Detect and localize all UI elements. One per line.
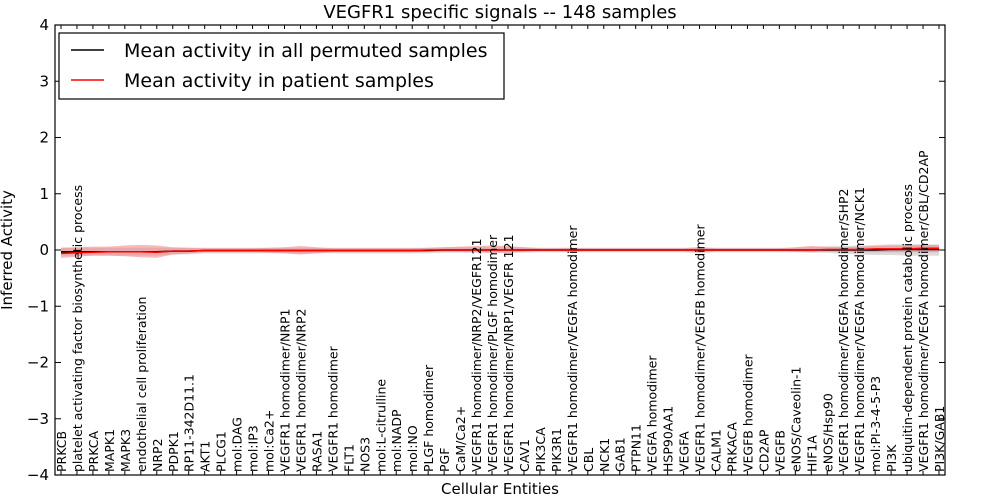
category-label: PRKACA [724, 422, 739, 472]
category-label: VEGFB [772, 430, 787, 472]
y-tick-label: −2 [27, 354, 49, 372]
category-label: PGF [437, 448, 452, 472]
category-label: VEGFR1 homodimer/VEGFB homodimer [693, 224, 708, 472]
category-label: endothelial cell proliferation [134, 297, 149, 472]
patient-mean-line [60, 247, 939, 255]
category-label: AKT1 [198, 441, 213, 472]
category-label: GAB1 [613, 437, 628, 472]
y-tick-label: 0 [39, 241, 49, 259]
category-label: VEGFR1 homodimer/PLGF homodimer [485, 234, 500, 472]
y-axis-label: Inferred Activity [0, 190, 16, 310]
plot-area [60, 244, 939, 258]
y-tick-label: −3 [27, 410, 49, 428]
category-label: PDPK1 [166, 431, 181, 472]
plot-frame [54, 24, 946, 476]
category-label: VEGFB homodimer [740, 353, 755, 472]
category-label: HSP90AA1 [661, 406, 676, 472]
category-label: CaM/Ca2+ [453, 406, 468, 472]
y-tick-label: 4 [39, 16, 49, 34]
category-label: PLCG1 [214, 431, 229, 472]
category-label: CALM1 [709, 429, 724, 472]
category-label: VEGFR1 homodimer/NRP2 [293, 309, 308, 472]
category-label: CAV1 [517, 439, 532, 472]
category-label: mol:NO [405, 425, 420, 472]
category-label: NRP2 [150, 438, 165, 472]
category-label: mol:PI-3-4-5-P3 [868, 376, 883, 472]
category-label: mol:IP3 [246, 425, 261, 472]
category-label: VEGFR1 homodimer/VEGFA homodimer/CBL/CD2… [916, 150, 931, 472]
category-label: eNOS/Hsp90 [820, 393, 835, 472]
legend-frame [58, 32, 505, 100]
category-label: VEGFR1 homodimer [325, 345, 340, 472]
x-axis-category-labels: PRKCB platelet activating factor biosynth… [54, 25, 947, 475]
category-label: VEGFA [677, 431, 692, 472]
y-tick-label: −1 [27, 297, 49, 315]
category-label: FLT1 [341, 444, 356, 472]
category-label: PTPN11 [629, 424, 644, 472]
category-label: VEGFA homodimer [645, 355, 660, 472]
category-label: VEGFR1 homodimer/NRP1/VEGFR 121 [501, 234, 516, 472]
category-label: PI3K/GAB1 [932, 406, 947, 472]
category-label: CD2AP [756, 429, 771, 472]
category-label: PRKCA [86, 431, 101, 472]
category-label: NOS3 [357, 437, 372, 472]
legend: Mean activity in all permuted samples Me… [58, 32, 505, 100]
legend-label-permuted: Mean activity in all permuted samples [124, 40, 487, 62]
category-label: CBL [581, 448, 596, 472]
category-label: VEGFR1 homodimer/VEGFA homodimer/NCK1 [852, 187, 867, 472]
category-label: ubiquitin-dependent protein catabolic pr… [900, 184, 915, 472]
category-label: PLGF homodimer [421, 364, 436, 472]
legend-label-patient: Mean activity in patient samples [124, 70, 434, 92]
category-label: PI3K [884, 444, 899, 472]
category-label: PIK3CA [533, 427, 548, 472]
y-tick-label: 2 [39, 129, 49, 147]
category-label: MAPK3 [118, 429, 133, 472]
y-tick-label: −4 [27, 466, 49, 484]
category-label: MAPK1 [102, 429, 117, 472]
category-label: eNOS/Caveolin-1 [788, 367, 803, 472]
category-label: RASA1 [309, 431, 324, 472]
category-label: mol:Ca2+ [262, 410, 277, 472]
category-label: RP11-342D11.1 [182, 374, 197, 472]
x-axis-label: Cellular Entities [441, 480, 559, 498]
patient-activity-band [61, 244, 939, 258]
category-label: mol:DAG [230, 417, 245, 472]
y-tick-label: 3 [39, 72, 49, 90]
y-axis-ticks: −4 −3 −2 −1 0 1 2 3 4 [27, 16, 945, 484]
category-label: VEGFR1 homodimer/VEGFA homodimer/SHP2 [836, 188, 851, 472]
category-label: mol:L-citrulline [373, 379, 388, 472]
category-label: VEGFR1 homodimer/VEGFA homodimer [565, 225, 580, 472]
category-label: PRKCB [54, 431, 69, 472]
category-label: VEGFR1 homodimer/NRP2/VEGFR121 [469, 238, 484, 472]
category-label: VEGFR1 homodimer/NRP1 [277, 309, 292, 472]
category-label: PIK3R1 [549, 428, 564, 472]
y-tick-label: 1 [39, 185, 49, 203]
category-label: platelet activating factor biosynthetic … [70, 185, 85, 472]
category-label: mol:NADP [389, 409, 404, 472]
category-label: HIF1A [804, 435, 819, 472]
category-label: NCK1 [597, 438, 612, 472]
chart-title: VEGFR1 specific signals -- 148 samples [323, 2, 676, 23]
